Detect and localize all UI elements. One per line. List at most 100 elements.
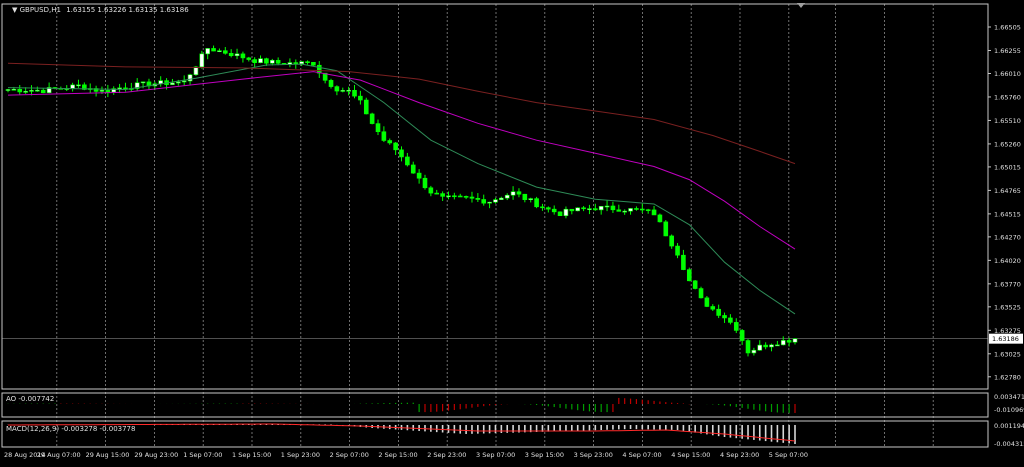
ao-label: AO -0.007742: [6, 395, 54, 403]
candle-body: [199, 53, 205, 68]
candle-body: [246, 57, 252, 60]
pane-frame-1: [1, 392, 989, 418]
candle-body: [639, 208, 645, 211]
candle-body: [569, 208, 575, 212]
candle-body: [123, 87, 128, 90]
candle-body: [140, 81, 146, 84]
candle-body: [657, 214, 663, 223]
candle-body: [575, 207, 580, 212]
candle-body: [134, 82, 140, 89]
candle-body: [616, 209, 622, 212]
candle-body: [70, 84, 75, 89]
y-tick-label: 1.64515: [994, 210, 1021, 218]
candle-body: [11, 88, 17, 91]
candle-body: [710, 306, 716, 310]
candle-body: [358, 95, 363, 101]
candle-body: [651, 209, 657, 216]
y-tick-label: 1.63025: [994, 350, 1021, 358]
candle-body: [733, 322, 739, 331]
candle-body: [240, 53, 246, 59]
current-price-box: [989, 333, 1023, 344]
candle-body: [757, 344, 763, 351]
candle-body: [293, 62, 299, 65]
candle-body: [410, 164, 416, 174]
x-tick-label: 2 Sep 07:00: [330, 451, 369, 459]
candle-body: [563, 208, 569, 217]
candle-body: [363, 99, 369, 115]
candle-body: [76, 84, 81, 87]
candle-body: [334, 86, 340, 92]
pane-frame-2: [1, 420, 989, 448]
candle-body: [628, 208, 633, 212]
macd-signal-line: [8, 423, 796, 442]
candle-body: [452, 195, 457, 198]
candle-body: [35, 89, 40, 92]
candle-body: [722, 315, 727, 319]
candle-body: [387, 140, 393, 144]
candle-body: [516, 191, 522, 195]
candle-body: [434, 192, 440, 195]
x-tick-label: 29 Aug 23:00: [134, 451, 178, 459]
candle-body: [405, 156, 410, 166]
y-tick-label: 1.63525: [994, 303, 1021, 311]
candle-body: [692, 280, 698, 289]
ao-pane[interactable]: [7, 397, 796, 413]
x-tick-label: 28 Aug 2014: [4, 451, 46, 459]
candle-body: [663, 221, 669, 237]
y-tick-label: 1.66505: [994, 24, 1021, 32]
x-tick-label: 3 Sep 07:00: [476, 451, 515, 459]
candle-body: [264, 58, 269, 64]
candle-body: [493, 199, 498, 203]
x-tick-label: 29 Aug 15:00: [86, 451, 130, 459]
candle-body: [534, 198, 539, 208]
candle-body: [422, 177, 428, 189]
x-tick-label: 2 Sep 15:00: [378, 451, 417, 459]
price-pane[interactable]: [5, 45, 798, 357]
x-tick-label: 4 Sep 15:00: [671, 451, 710, 459]
x-tick-label: 3 Sep 23:00: [574, 451, 613, 459]
candle-body: [551, 208, 557, 213]
candle-body: [681, 254, 686, 270]
candle-body: [610, 205, 616, 211]
y-tick-label: 1.65510: [994, 117, 1021, 125]
candle-body: [581, 207, 586, 210]
candle-body: [93, 88, 99, 92]
candle-body: [176, 81, 181, 84]
ao-tick-label: 0.003471: [994, 393, 1024, 401]
candle-body: [205, 48, 210, 55]
candle-body: [299, 61, 304, 65]
candle-body: [504, 194, 510, 199]
y-tick-label: 1.62780: [994, 373, 1021, 381]
candle-body: [5, 89, 11, 91]
x-tick-label: 3 Sep 15:00: [525, 451, 564, 459]
candle-body: [82, 84, 87, 90]
candle-body: [105, 90, 111, 93]
candle-body: [305, 61, 310, 63]
macd-tick-label: 0.001194: [994, 422, 1024, 430]
candle-body: [23, 91, 28, 93]
candle-body: [193, 66, 199, 76]
candle-body: [428, 187, 434, 194]
candle-body: [457, 195, 463, 198]
dropdown-arrow-icon: ▼: [12, 6, 20, 14]
x-tick-label: 1 Sep 07:00: [183, 451, 222, 459]
candle-body: [170, 82, 175, 85]
x-tick-label: 4 Sep 07:00: [622, 451, 661, 459]
candle-body: [446, 195, 451, 198]
candle-body: [587, 208, 592, 210]
candle-body: [598, 206, 604, 211]
macd-tick-label: -0.004315: [994, 440, 1024, 448]
candle-body: [369, 113, 375, 124]
y-tick-label: 1.63275: [994, 327, 1021, 335]
candle-body: [780, 340, 786, 346]
candle-body: [716, 308, 721, 316]
candle-body: [416, 172, 422, 179]
candle-body: [328, 80, 334, 87]
candle-body: [510, 191, 516, 196]
pane-frame-0: [1, 3, 989, 390]
macd-pane[interactable]: [7, 423, 796, 444]
